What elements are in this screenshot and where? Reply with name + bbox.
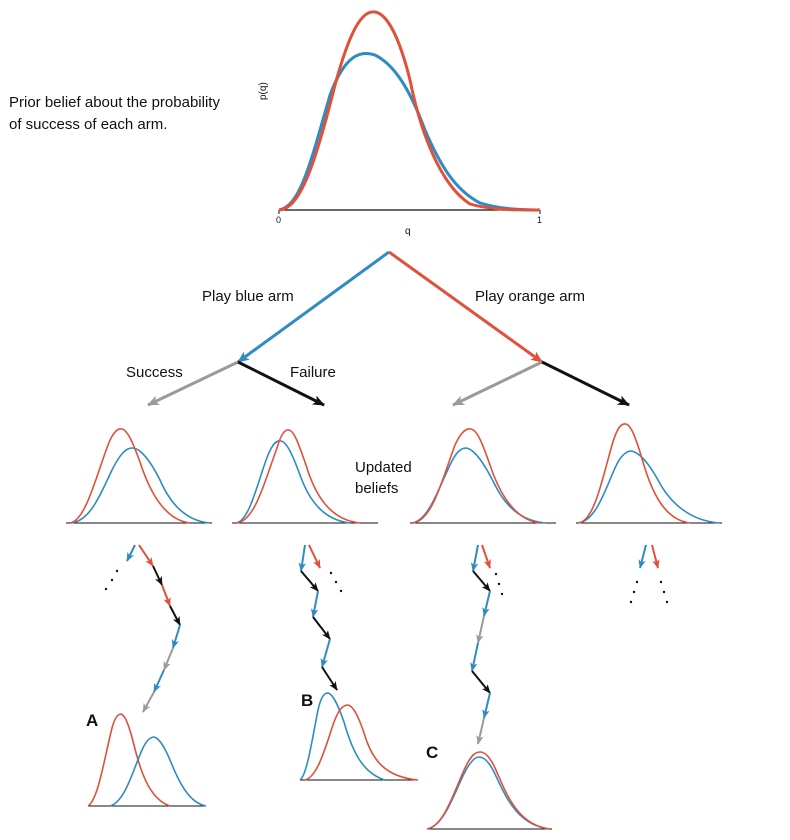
arrow-play-blue-arm — [237, 250, 390, 364]
prior-xtick-min-label: 0 — [276, 215, 282, 225]
panel-label-b: B — [301, 691, 314, 710]
updated-blue-curve — [411, 447, 547, 524]
updated-belief-blue-failure — [232, 429, 378, 524]
success-label: Success — [126, 364, 183, 381]
panel-label-c: C — [426, 743, 439, 762]
final-orange-curve — [426, 751, 551, 830]
updated-orange-curve — [411, 428, 541, 524]
failure-label: Failure — [290, 364, 336, 381]
play-blue-arm-label: Play blue arm — [202, 288, 294, 305]
arrow-blue-failure — [237, 360, 325, 407]
updated-belief-orange-success — [410, 428, 556, 524]
final-orange-curve — [304, 704, 419, 781]
updated-orange-curve — [235, 429, 361, 524]
prior-xtick-max-label: 1 — [537, 215, 543, 225]
prior-description-line2: of success of each arm. — [9, 116, 168, 133]
updated-belief-blue-success — [66, 428, 212, 524]
final-belief-a — [87, 713, 207, 807]
updated-beliefs-label: Updated beliefs — [355, 457, 412, 499]
updated-blue-curve — [235, 440, 351, 524]
final-belief-b — [299, 692, 419, 781]
updated-blue-curve — [577, 450, 721, 524]
updated-beliefs-line2: beliefs — [355, 480, 399, 497]
trajectory-b — [298, 544, 343, 691]
ellipsis-dots — [104, 569, 119, 591]
arrow-orange-success — [452, 360, 543, 407]
prior-y-axis-label: p(q) — [258, 82, 269, 100]
arrow-orange-failure — [541, 360, 630, 407]
arrow-play-orange-arm — [388, 250, 543, 364]
trajectory-a — [104, 544, 181, 713]
trajectory-c — [470, 544, 504, 745]
final-belief-c — [426, 751, 552, 830]
updated-beliefs-line1: Updated — [355, 459, 412, 476]
final-blue-curve — [426, 756, 551, 830]
play-orange-arm-label: Play orange arm — [475, 288, 586, 305]
updated-belief-orange-failure — [576, 423, 722, 524]
ellipsis-dots — [629, 580, 669, 604]
prior-description: Prior belief about the probability of su… — [9, 92, 259, 136]
prior-blue-arm-curve — [278, 51, 541, 212]
arrow-blue-success — [147, 360, 239, 407]
final-blue-curve — [109, 736, 207, 807]
ellipsis-dots — [494, 572, 504, 596]
ellipsis-dots — [329, 571, 343, 593]
prior-belief-plot — [278, 10, 541, 214]
prior-x-axis-label: q — [405, 226, 411, 237]
updated-blue-curve — [69, 447, 211, 524]
prior-description-line1: Prior belief about the probability — [9, 94, 220, 111]
updated-orange-curve — [577, 423, 691, 524]
prior-orange-arm-curve — [278, 10, 541, 212]
updated-orange-curve — [69, 428, 191, 524]
final-blue-curve — [299, 692, 386, 781]
panel-label-a: A — [86, 711, 99, 730]
final-orange-curve — [87, 713, 171, 807]
trajectory-d — [629, 544, 669, 604]
